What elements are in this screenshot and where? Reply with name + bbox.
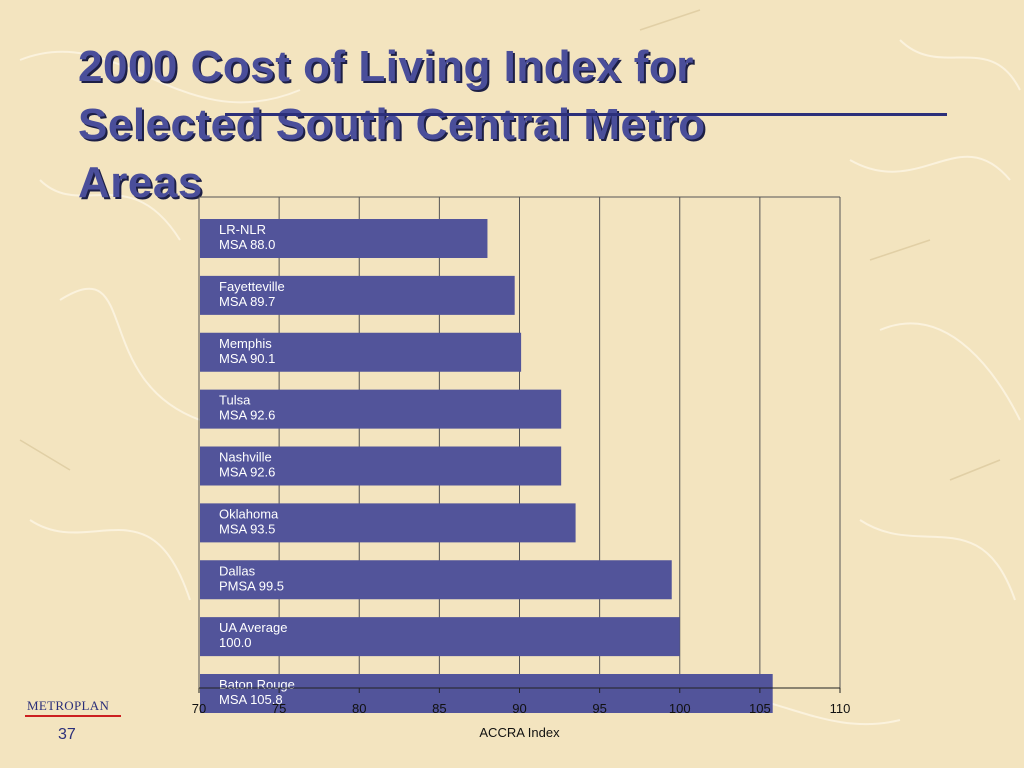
x-tick-label-95: 95 xyxy=(592,701,606,716)
x-tick-label-110: 110 xyxy=(830,701,851,716)
bar-7 xyxy=(200,617,680,657)
x-tick-label-90: 90 xyxy=(512,701,526,716)
bar-1 xyxy=(200,275,515,315)
title-line-1: 2000 Cost of Living Index for xyxy=(78,42,694,91)
gridlines xyxy=(198,196,841,688)
bar-5 xyxy=(200,503,576,543)
bar-label-3-line-2: MSA 92.6 xyxy=(219,408,275,423)
bar-label-1-line-2: MSA 89.7 xyxy=(219,294,275,309)
x-tick-label-75: 75 xyxy=(272,701,286,716)
bar-label-4-line-1: Nashville xyxy=(219,450,272,465)
bar-label-0-line-2: MSA 88.0 xyxy=(219,237,275,252)
bar-label-2-line-1: Memphis xyxy=(219,336,272,351)
bar-label-8-line-1: Baton Rouge xyxy=(219,677,295,692)
bar-label-4-line-2: MSA 92.6 xyxy=(219,465,275,480)
brand-logo-text: METROPLAN xyxy=(27,698,110,713)
x-tick-label-105: 105 xyxy=(749,701,771,716)
bar-label-3-line-1: Tulsa xyxy=(219,393,251,408)
bar-label-6-line-2: PMSA 99.5 xyxy=(219,578,284,593)
bar-label-5-line-1: Oklahoma xyxy=(219,506,279,521)
x-tick-label-85: 85 xyxy=(432,701,446,716)
bar-label-2-line-2: MSA 90.1 xyxy=(219,351,275,366)
bar-0 xyxy=(200,219,488,258)
bar-label-7-line-1: UA Average xyxy=(219,620,287,635)
bar-label-6-line-1: Dallas xyxy=(219,563,256,578)
bar-6 xyxy=(200,560,672,600)
bar-label-8-line-2: MSA 105.8 xyxy=(219,692,283,707)
bar-4 xyxy=(200,446,562,486)
bar-3 xyxy=(200,389,562,429)
title-underline xyxy=(225,113,947,116)
bar-label-0-line-1: LR-NLR xyxy=(219,222,266,237)
title-line-3: Areas xyxy=(78,158,203,207)
x-tick-label-70: 70 xyxy=(192,701,206,716)
bar-2 xyxy=(200,332,522,372)
brand-underline xyxy=(25,715,121,717)
x-tick-label-100: 100 xyxy=(669,701,691,716)
x-axis-title: ACCRA Index xyxy=(479,725,560,740)
slide-title: 2000 Cost of Living Index for Selected S… xyxy=(78,38,838,212)
bar-label-1-line-1: Fayetteville xyxy=(219,279,285,294)
x-tick-label-80: 80 xyxy=(352,701,366,716)
title-line-2: Selected South Central Metro xyxy=(78,100,706,149)
bar-label-7-line-2: 100.0 xyxy=(219,635,252,650)
x-axis: 70 75 80 85 90 95 100 105 110 xyxy=(192,687,851,716)
bar-8 xyxy=(200,674,773,713)
page-number: 37 xyxy=(58,726,76,743)
bar-label-5-line-2: MSA 93.5 xyxy=(219,521,275,536)
